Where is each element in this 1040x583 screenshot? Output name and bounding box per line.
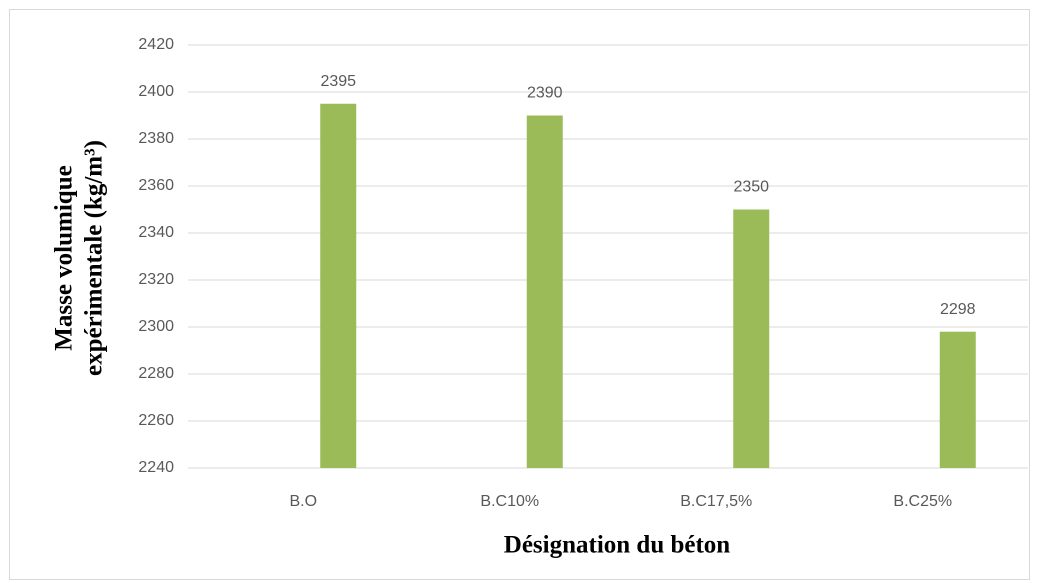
bar — [939, 331, 976, 468]
y-tick-label: 2260 — [138, 412, 174, 429]
value-label: 2390 — [527, 85, 563, 102]
y-tick-label: 2320 — [138, 271, 174, 288]
x-tick-label: B.C10% — [480, 493, 539, 510]
bar — [320, 103, 357, 468]
value-label: 2395 — [320, 73, 356, 90]
x-axis-title: Désignation du béton — [504, 532, 731, 559]
y-tick-label: 2360 — [138, 177, 174, 194]
value-label: 2298 — [940, 301, 976, 318]
y-axis-title: Masse volumique expérimentale (kg/m³) — [51, 140, 108, 376]
y-tick-label: 2340 — [138, 224, 174, 241]
y-axis-title-line: expérimentale (kg/m³) — [81, 140, 108, 376]
y-tick-label: 2280 — [138, 365, 174, 382]
bar — [733, 209, 770, 468]
y-tick-label: 2400 — [138, 83, 174, 100]
y-tick-label: 2300 — [138, 318, 174, 335]
chart-frame — [9, 9, 1030, 580]
y-tick-label: 2380 — [138, 130, 174, 147]
value-label: 2350 — [733, 179, 769, 196]
y-axis-title-line: Masse volumique — [51, 165, 78, 350]
y-tick-label: 2420 — [138, 36, 174, 53]
x-tick-label: B.O — [289, 493, 317, 510]
x-tick-label: B.C17,5% — [680, 493, 752, 510]
y-tick-label: 2240 — [138, 459, 174, 476]
x-tick-label: B.C25% — [893, 493, 952, 510]
bar — [526, 115, 563, 468]
